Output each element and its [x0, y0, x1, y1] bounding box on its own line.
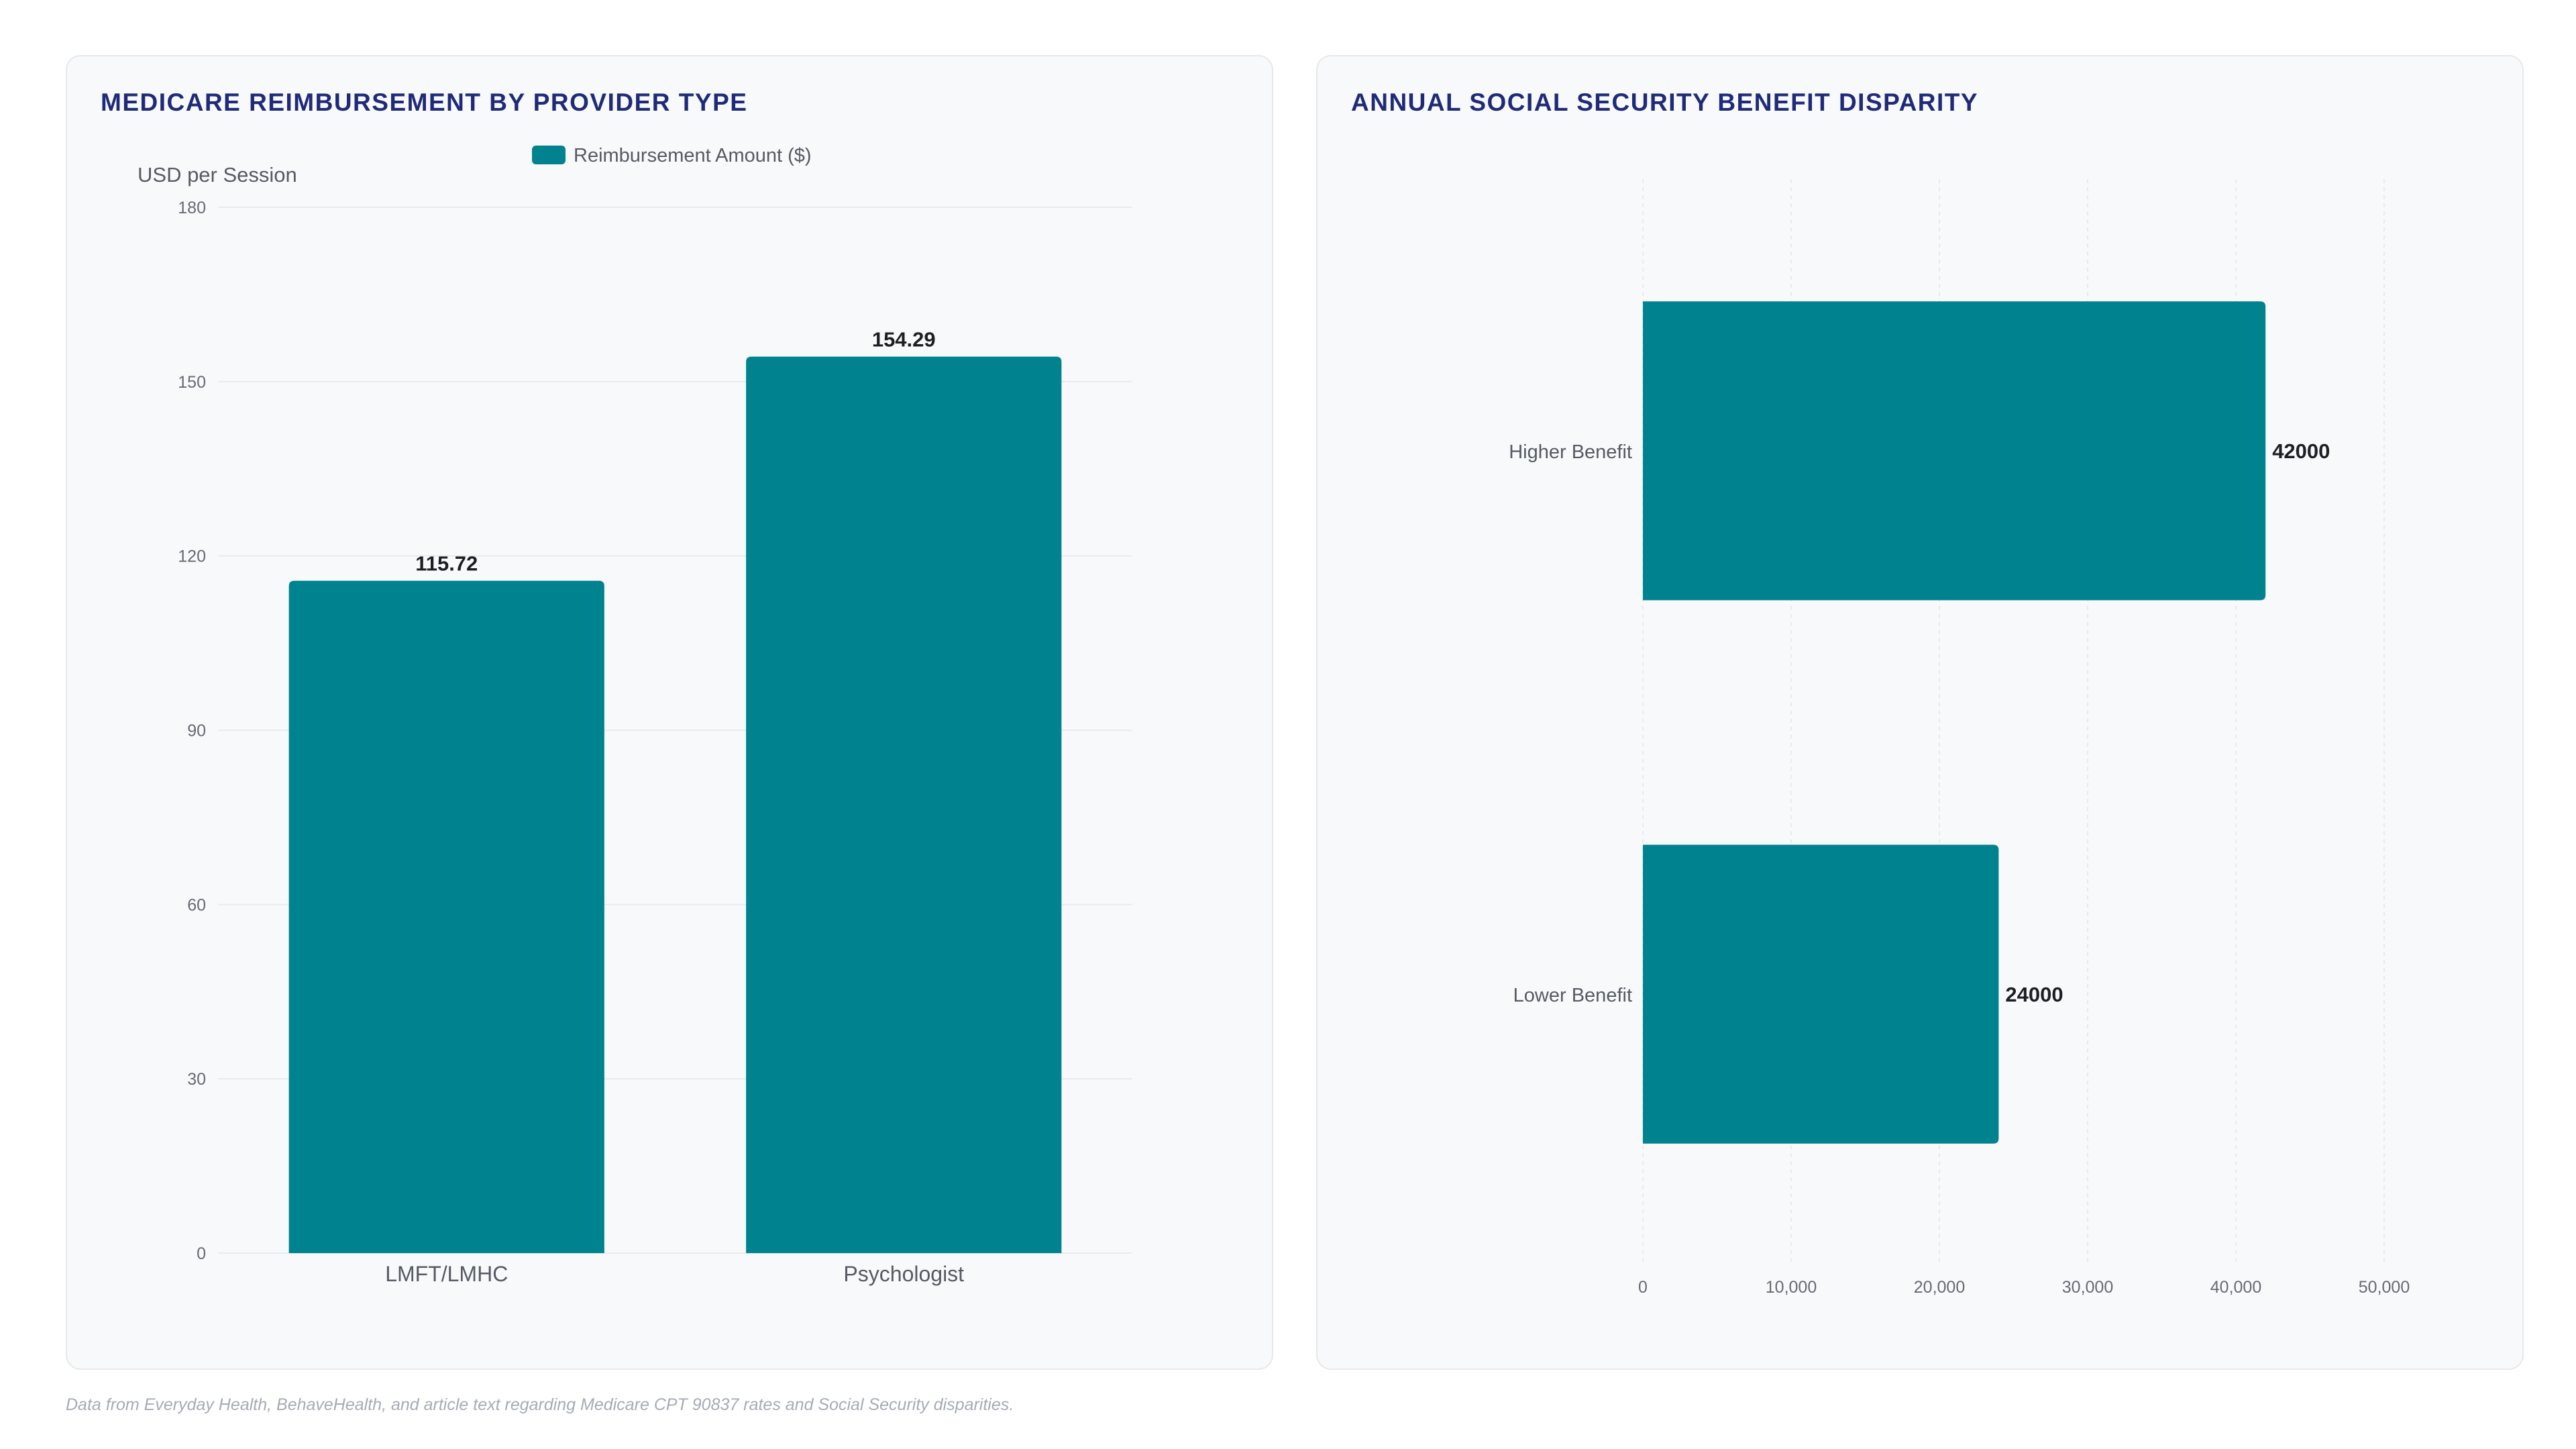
y-category-label: Lower Benefit [1513, 985, 1632, 1006]
x-tick-label: 0 [1638, 1278, 1648, 1297]
x-category-label: LMFT/LMHC [385, 1262, 508, 1286]
bar-value-label: 42000 [2272, 439, 2330, 463]
x-tick-label: 50,000 [2359, 1278, 2410, 1297]
bar-value-label: 24000 [2005, 983, 2063, 1006]
x-category-label: Psychologist [843, 1262, 964, 1286]
bar-lmft-lmhc [288, 580, 604, 1253]
bar-chart-social-security: 0 10,000 20,000 30,000 40,000 50,000 42000 High… [1509, 179, 2410, 1297]
x-tick-label: 20,000 [1914, 1278, 1965, 1297]
y-axis-title: USD per Session [138, 163, 297, 186]
y-tick-label: 150 [178, 373, 206, 392]
y-tick-label: 120 [178, 547, 206, 566]
y-category-label: Higher Benefit [1509, 441, 1632, 463]
source-footnote: Data from Everyday Health, BehaveHealth,… [66, 1395, 1014, 1414]
bar-chart-medicare: 0 30 60 90 120 150 180 USD per Session Reimburse… [138, 145, 1132, 1286]
x-tick-label: 40,000 [2210, 1278, 2261, 1297]
chart-title: MEDICARE REIMBURSEMENT BY PROVIDER TYPE [101, 89, 748, 116]
y-tick-label: 90 [187, 722, 206, 741]
bar-value-label: 115.72 [415, 552, 478, 576]
x-tick-label: 10,000 [1766, 1278, 1817, 1297]
bar-lower-benefit [1643, 845, 1999, 1144]
chart-title: ANNUAL SOCIAL SECURITY BENEFIT DISPARITY [1351, 89, 1979, 116]
y-tick-label: 180 [178, 199, 206, 217]
y-tick-label: 30 [187, 1070, 206, 1089]
y-tick-label: 0 [197, 1244, 206, 1263]
y-tick-label: 60 [187, 896, 206, 914]
bar-higher-benefit [1643, 301, 2266, 600]
x-tick-label: 30,000 [2062, 1278, 2113, 1297]
legend-label: Reimbursement Amount ($) [574, 145, 812, 166]
chart-panel-social-security: ANNUAL SOCIAL SECURITY BENEFIT DISPARITY… [1316, 55, 2524, 1370]
bar-psychologist [746, 356, 1062, 1253]
bar-value-label: 154.29 [872, 328, 936, 352]
legend-swatch [532, 146, 566, 164]
chart-panel-medicare: MEDICARE REIMBURSEMENT BY PROVIDER TYPE … [66, 55, 1273, 1370]
